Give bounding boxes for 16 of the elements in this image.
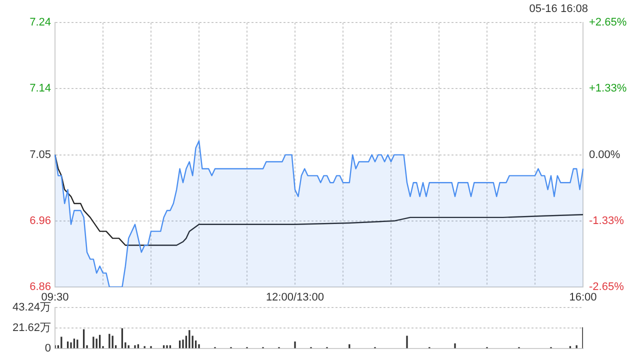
y-tick-label: 6.86 <box>30 281 51 294</box>
x-tick-label: 12:00/13:00 <box>266 292 324 304</box>
y-tick-label: 0 <box>44 342 51 354</box>
y2-tick-label: 0.00% <box>589 148 620 161</box>
y-tick-label: 6.96 <box>30 214 51 227</box>
y-tick-label: 7.14 <box>30 82 51 95</box>
text: 05-16 16:08 <box>529 3 588 15</box>
y2-tick-label: -1.33% <box>589 215 624 228</box>
y2-tick-label: +2.65% <box>589 16 627 29</box>
y-tick-label: 7.24 <box>30 16 51 29</box>
y2-tick-label: -2.65% <box>589 281 624 294</box>
y-tick-label: 21.62万 <box>12 322 51 334</box>
x-tick-label: 16:00 <box>569 292 597 304</box>
y-tick-label: 7.05 <box>30 148 51 161</box>
y-tick-label: 43.24万 <box>12 302 51 314</box>
y2-tick-label: +1.33% <box>589 82 627 94</box>
